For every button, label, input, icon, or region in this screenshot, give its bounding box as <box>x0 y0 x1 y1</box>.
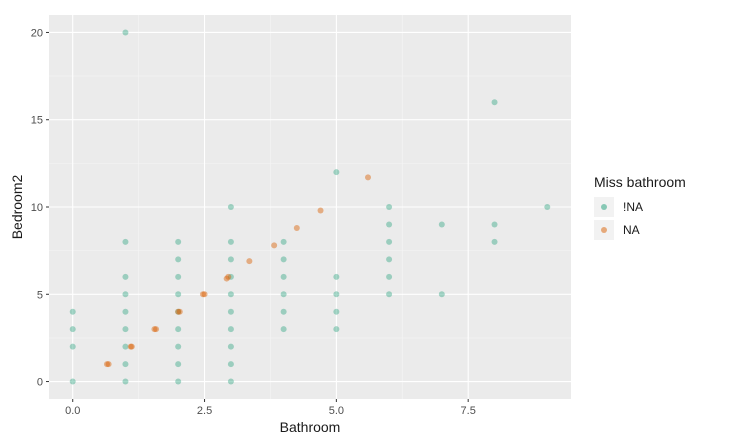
data-point <box>386 256 393 263</box>
data-point <box>280 308 287 315</box>
data-point <box>386 238 393 245</box>
legend-title: Miss bathroom <box>594 174 686 190</box>
data-point <box>227 343 234 350</box>
data-point <box>227 361 234 368</box>
data-point <box>122 378 129 385</box>
legend-label: !NA <box>623 200 643 214</box>
data-point <box>544 204 551 210</box>
data-points <box>69 29 551 385</box>
data-point <box>199 291 206 298</box>
data-point <box>175 361 182 368</box>
data-point <box>69 343 76 350</box>
x-tick-label: 7.5 <box>461 405 476 417</box>
data-point <box>271 242 278 249</box>
data-point <box>175 343 182 350</box>
data-point <box>491 99 498 106</box>
data-point <box>69 378 76 385</box>
data-point <box>69 308 76 315</box>
data-point <box>333 326 340 333</box>
data-point <box>491 238 498 245</box>
data-point <box>122 29 129 36</box>
data-point <box>175 256 182 263</box>
y-tick-label: 10 <box>31 202 43 214</box>
data-point <box>104 361 110 368</box>
y-tick-label: 20 <box>31 27 43 39</box>
data-point <box>175 326 182 333</box>
major-gridlines <box>49 15 571 399</box>
data-point <box>175 273 182 280</box>
data-point <box>280 326 287 333</box>
data-point <box>280 291 287 298</box>
data-point <box>175 308 182 315</box>
data-point <box>151 326 158 333</box>
data-point <box>386 221 393 228</box>
data-point <box>227 291 234 298</box>
x-tick-label: 0.0 <box>65 405 80 417</box>
data-point <box>122 361 129 368</box>
data-point <box>153 326 160 333</box>
data-point <box>227 256 234 263</box>
x-axis-ticks: 0.0 2.5 5.0 7.5 <box>65 399 476 417</box>
data-point <box>175 291 182 298</box>
data-point <box>280 238 287 245</box>
legend: Miss bathroom !NA NA <box>594 174 686 240</box>
data-point <box>438 291 445 298</box>
data-point <box>223 275 230 282</box>
y-tick-label: 0 <box>37 377 43 389</box>
data-point <box>227 238 234 245</box>
data-point <box>386 204 393 210</box>
data-point <box>122 343 129 350</box>
data-point <box>122 273 129 280</box>
data-point <box>246 258 253 265</box>
data-point <box>122 238 129 245</box>
data-point <box>227 378 234 385</box>
legend-key-point <box>601 204 607 210</box>
data-point <box>175 238 182 245</box>
data-point <box>122 326 129 333</box>
data-point <box>438 221 445 228</box>
data-point <box>280 273 287 280</box>
y-axis-ticks: 0 5 10 15 20 <box>31 27 49 389</box>
legend-items: !NA NA <box>594 197 643 240</box>
data-point <box>127 343 134 350</box>
data-point <box>227 308 234 315</box>
x-axis-title: Bathroom <box>280 419 341 435</box>
data-point <box>227 204 234 210</box>
data-point <box>227 273 234 280</box>
data-point <box>227 326 234 333</box>
legend-label: NA <box>623 223 640 237</box>
data-point <box>175 308 182 315</box>
data-point <box>176 308 183 315</box>
x-tick-label: 5.0 <box>329 405 344 417</box>
data-point <box>386 291 393 298</box>
data-point <box>201 291 208 298</box>
data-point <box>333 291 340 298</box>
data-point <box>317 207 324 214</box>
series-na-points <box>69 29 551 385</box>
data-point <box>128 343 135 350</box>
data-point <box>105 361 112 368</box>
data-point <box>491 221 498 228</box>
data-point <box>280 256 287 263</box>
data-point <box>333 308 340 315</box>
series-na-points <box>104 174 371 368</box>
x-tick-label: 2.5 <box>197 405 212 417</box>
data-point <box>175 378 182 385</box>
data-point <box>333 273 340 280</box>
data-point <box>122 308 129 315</box>
data-point <box>333 169 340 176</box>
y-tick-label: 5 <box>37 289 43 301</box>
data-point <box>386 273 393 280</box>
legend-key-point <box>601 227 607 233</box>
data-point <box>69 326 76 333</box>
data-point <box>293 224 300 231</box>
data-point <box>365 174 371 181</box>
y-tick-label: 15 <box>31 115 43 127</box>
data-point <box>225 273 232 280</box>
data-point <box>122 291 129 298</box>
y-axis-title: Bedroom2 <box>9 174 25 239</box>
